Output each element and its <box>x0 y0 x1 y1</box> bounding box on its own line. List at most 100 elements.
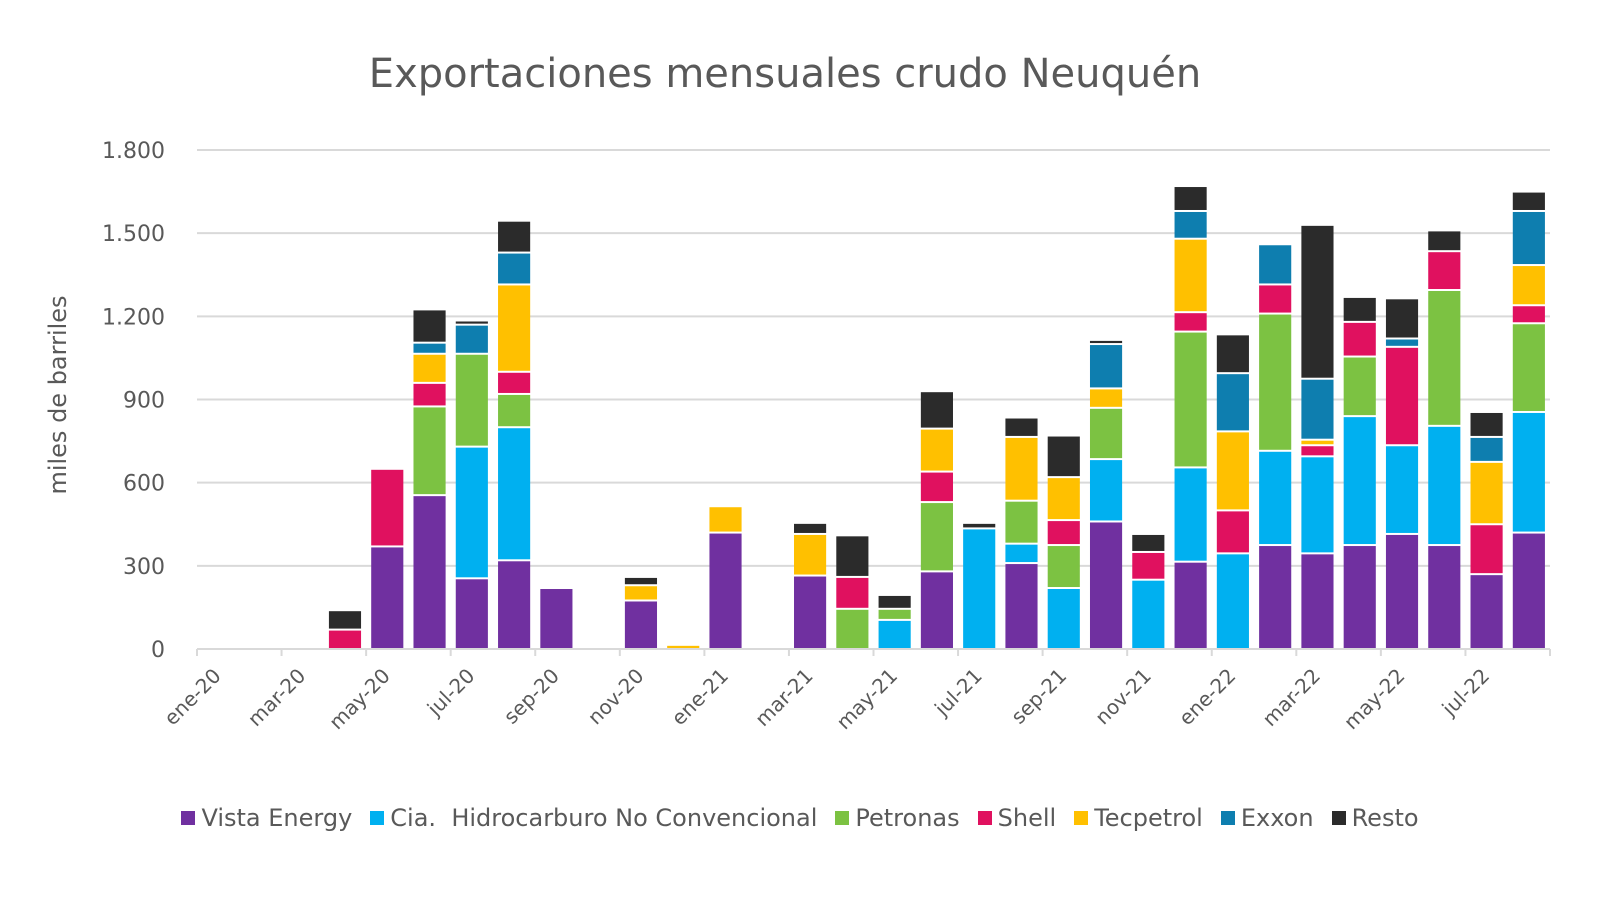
x-axis-ticks: ene-20 mar-20 may-20 jul-20 sep-20 nov-20 ene-… <box>159 664 1494 735</box>
bar-stack-abr-22 <box>1343 297 1376 648</box>
bar-segment-shell <box>413 383 446 406</box>
legend-label: Tecpetrol <box>1094 804 1203 832</box>
bar-segment-resto <box>1216 335 1249 373</box>
bar-stack-may-20 <box>371 469 404 648</box>
bar-segment-shell <box>1512 306 1545 323</box>
bar-stack-jul-21 <box>963 523 996 648</box>
bar-segment-resto <box>1512 192 1545 210</box>
legend-label: Resto <box>1351 804 1419 832</box>
legend-label: Vista Energy <box>201 804 353 832</box>
x-axis <box>196 648 1551 656</box>
bar-segment-vista-energy <box>709 533 742 648</box>
bar-segment-resto <box>1343 297 1376 321</box>
bar-segment-tecpetrol <box>667 645 700 648</box>
bar-stack-may-22 <box>1385 299 1419 648</box>
bar-segment-resto <box>1174 187 1207 210</box>
bar-segment-cia-hidrocarburo-no-convencional <box>1259 451 1292 545</box>
bar-segment-shell <box>1428 252 1461 289</box>
x-tick-label: nov-21 <box>1090 664 1156 730</box>
bar-segment-cia-hidrocarburo-no-convencional <box>455 447 488 578</box>
bar-segment-petronas <box>498 394 531 427</box>
bar-segment-resto <box>1132 534 1165 551</box>
bar-segment-petronas <box>1089 408 1123 459</box>
bar-segment-tecpetrol <box>1216 432 1249 510</box>
x-tick-label: jul-20 <box>422 664 480 722</box>
legend-swatch <box>1074 811 1089 825</box>
bar-segment-vista-energy <box>498 561 531 648</box>
bar-segment-shell <box>920 472 953 502</box>
x-tick-label: may-21 <box>832 664 903 735</box>
bar-segment-exxon <box>1089 345 1123 388</box>
legend-label: Petronas <box>855 804 960 832</box>
bar-stack-oct-21 <box>1089 340 1123 648</box>
bar-segment-vista-energy <box>1301 554 1334 648</box>
bar-segment-shell <box>498 372 531 393</box>
bar-segment-resto <box>328 611 362 629</box>
bar-segment-petronas <box>413 407 446 495</box>
bar-segment-exxon <box>1385 339 1419 346</box>
bar-segment-cia-hidrocarburo-no-convencional <box>1132 580 1165 648</box>
bar-stack-ene-21 <box>709 507 742 648</box>
bar-segment-tecpetrol <box>1047 478 1080 520</box>
bar-segment-tecpetrol <box>1470 462 1503 524</box>
y-tick-label: 300 <box>123 555 165 580</box>
bar-segment-exxon <box>455 325 488 353</box>
x-tick-label: mar-21 <box>750 664 817 731</box>
bar-segment-cia-hidrocarburo-no-convencional <box>1005 544 1038 563</box>
legend-item: Petronas <box>835 804 960 832</box>
bar-segment-vista-energy <box>1174 562 1207 648</box>
bar-stack-ago-20 <box>498 221 531 648</box>
bar-segment-cia-hidrocarburo-no-convencional <box>1216 554 1249 648</box>
bar-segment-cia-hidrocarburo-no-convencional <box>498 428 531 560</box>
bar-segment-shell <box>1047 521 1080 545</box>
bar-segment-resto <box>1470 412 1503 436</box>
bar-segment-tecpetrol <box>1089 389 1123 407</box>
bar-segment-shell <box>836 577 869 608</box>
bar-segment-shell <box>328 630 362 648</box>
bar-stack-jun-22 <box>1428 231 1461 648</box>
bar-segment-resto <box>455 321 488 324</box>
bar-segment-cia-hidrocarburo-no-convencional <box>1428 426 1461 545</box>
bar-segment-shell <box>1301 446 1334 456</box>
bar-segment-shell <box>1470 525 1503 574</box>
legend-item: Cia. Hidrocarburo No Convencional <box>370 804 817 832</box>
bar-segment-vista-energy <box>1005 564 1038 648</box>
bar-segment-tecpetrol <box>624 586 658 600</box>
bar-segment-petronas <box>1005 501 1038 543</box>
bar-segment-exxon <box>413 343 446 353</box>
bar-segment-shell <box>1343 322 1376 356</box>
bar-segment-exxon <box>1174 211 1207 238</box>
bar-segment-resto <box>498 221 531 252</box>
bar-segment-petronas <box>1512 324 1545 411</box>
bar-segment-petronas <box>1343 357 1376 416</box>
bar-segment-tecpetrol <box>1512 266 1545 305</box>
bar-segment-vista-energy <box>794 576 827 648</box>
x-tick-label: may-22 <box>1339 664 1410 735</box>
y-tick-label: 1.200 <box>102 305 165 330</box>
bar-segment-cia-hidrocarburo-no-convencional <box>1047 589 1080 648</box>
bar-segment-cia-hidrocarburo-no-convencional <box>1174 468 1207 561</box>
y-axis-label: miles de barriles <box>44 295 72 494</box>
legend-item: Resto <box>1331 804 1419 832</box>
bar-segment-resto <box>1428 231 1461 251</box>
bar-stack-jun-20 <box>413 310 446 648</box>
bar-segment-vista-energy <box>1512 533 1545 648</box>
y-tick-label: 1.500 <box>102 222 165 247</box>
bar-segment-cia-hidrocarburo-no-convencional <box>1512 412 1545 532</box>
bar-segment-tecpetrol <box>1005 437 1038 500</box>
legend-label: Shell <box>997 804 1057 832</box>
bar-segment-vista-energy <box>1343 546 1376 648</box>
bar-stack-abr-20 <box>328 611 362 648</box>
bar-segment-exxon <box>1301 379 1334 439</box>
x-tick-label: ene-20 <box>159 664 225 730</box>
bar-segment-vista-energy <box>413 496 446 648</box>
y-axis-ticks: 0 300 600 900 1.200 1.500 1.800 <box>102 139 165 663</box>
bar-segment-resto <box>1047 436 1080 477</box>
bar-segment-vista-energy <box>920 572 953 648</box>
bar-stack-ene-22 <box>1216 335 1249 648</box>
bar-segment-shell <box>1385 347 1419 445</box>
bar-segment-shell <box>1216 511 1249 553</box>
bar-segment-resto <box>794 523 827 533</box>
bar-segment-shell <box>1174 313 1207 331</box>
legend-swatch <box>181 811 196 825</box>
